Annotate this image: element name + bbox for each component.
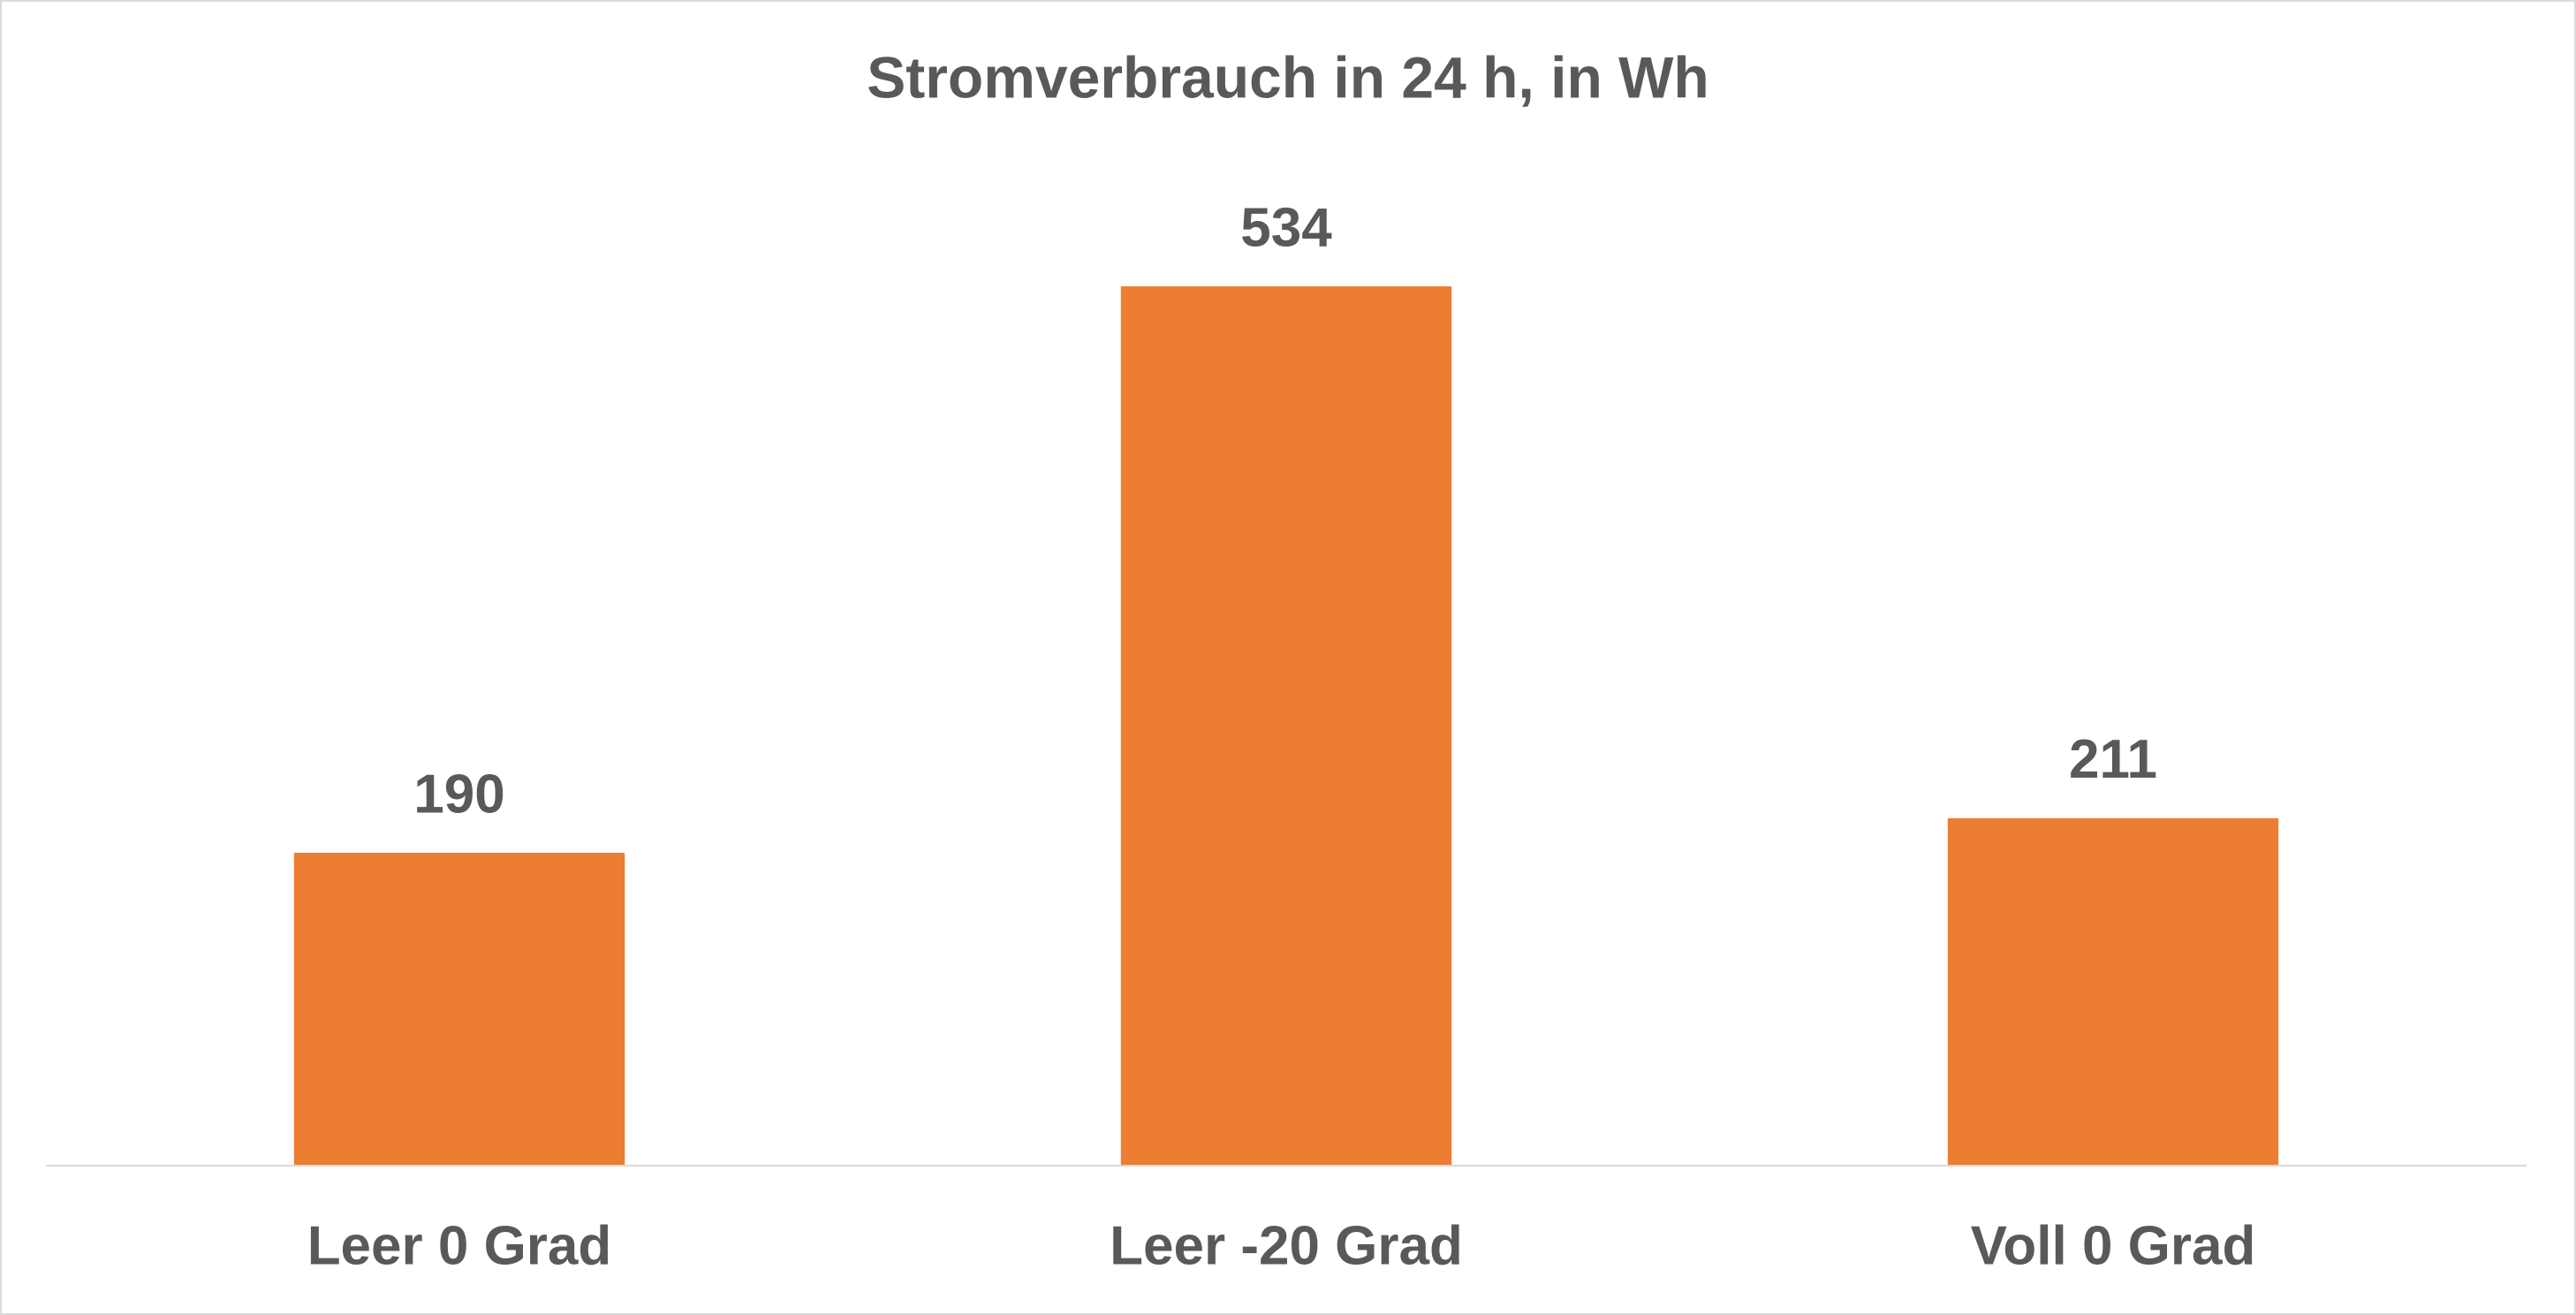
- bar: [293, 852, 625, 1166]
- bar: [1120, 286, 1452, 1166]
- bar: [1947, 817, 2279, 1166]
- x-tick-label: Voll 0 Grad: [1971, 1215, 2256, 1276]
- data-label: 211: [2069, 729, 2157, 790]
- data-label: 190: [413, 764, 504, 825]
- x-tick-label: Leer 0 Grad: [307, 1215, 612, 1276]
- x-tick-label: Leer -20 Grad: [1110, 1215, 1463, 1276]
- data-label: 534: [1240, 197, 1332, 258]
- chart-title: Stromverbrauch in 24 h, in Wh: [867, 44, 1709, 110]
